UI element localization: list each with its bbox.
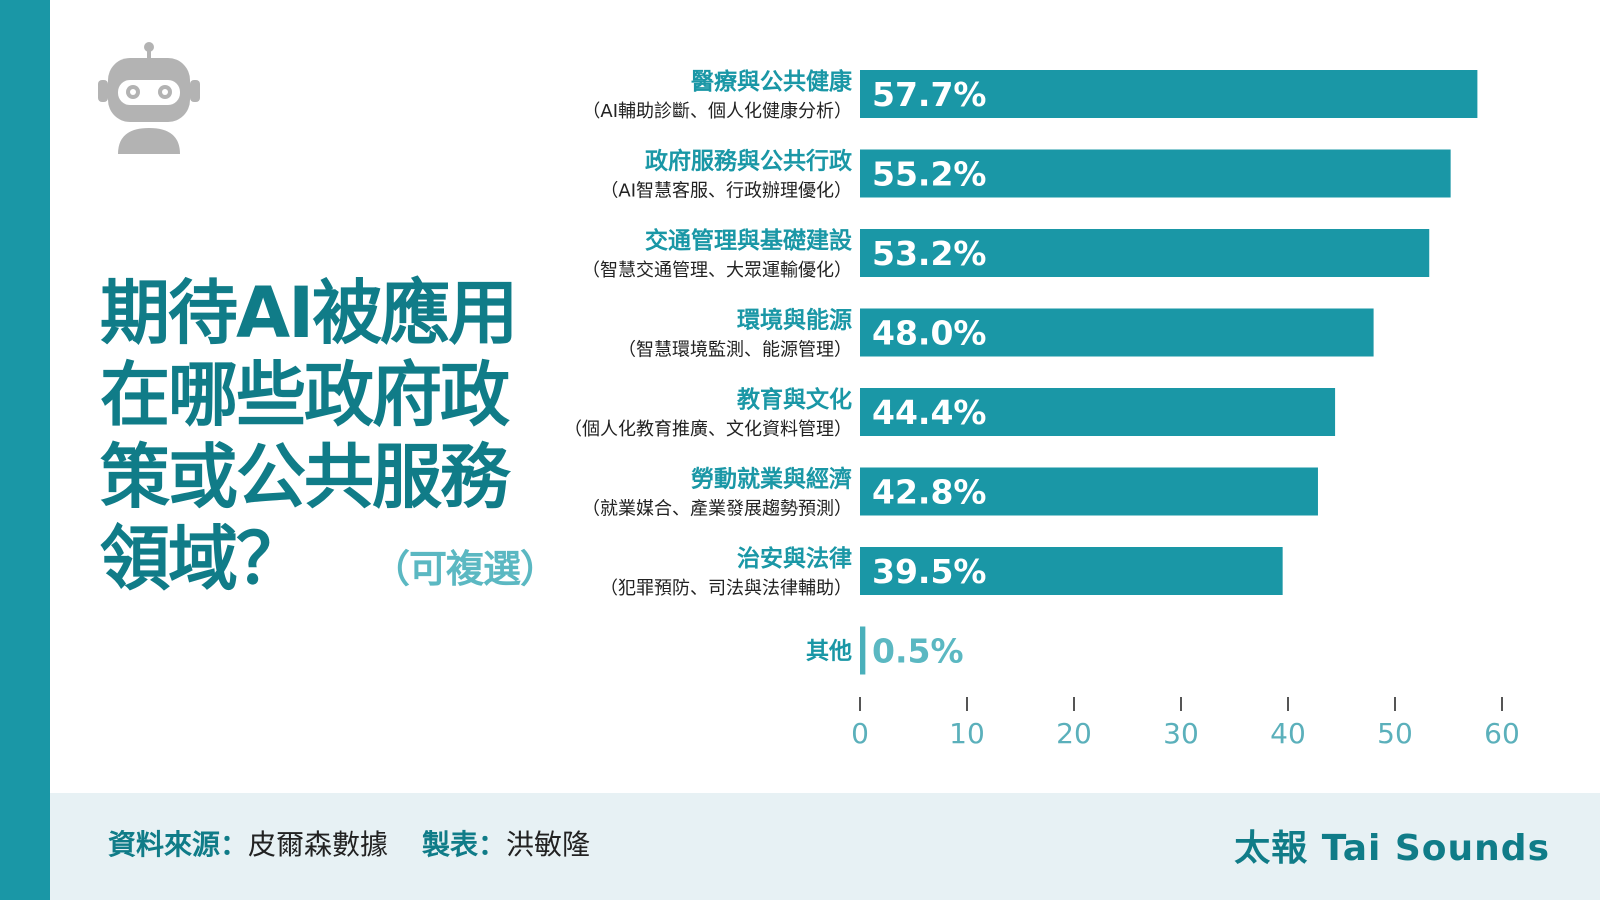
category-label-4: 教育與文化 [737,386,852,413]
category-label-5: 勞動就業與經濟 [691,466,852,493]
bar-6 [860,547,1283,595]
x-tick-label-5: 50 [1377,717,1413,750]
value-label-5: 42.8% [872,473,987,512]
footer: 資料來源：皮爾森數據 製表：洪敏隆 太報 Tai Sounds [50,793,1600,900]
category-label-2: 交通管理與基礎建設 [645,227,853,254]
category-subtitle-4: （個人化教育推廣、文化資料管理） [564,419,852,440]
bar-2 [860,229,1430,277]
x-tick-label-4: 40 [1270,717,1306,750]
x-tick-label-2: 20 [1056,717,1092,750]
category-subtitle-3: （智慧環境監測、能源管理） [618,340,852,361]
maker-value: 洪敏隆 [506,828,591,861]
headline: 期待AI被應用 在哪些政府政 策或公共服務 領域？ [100,272,540,600]
category-label-0: 醫療與公共健康 [691,68,853,95]
category-subtitle-1: （AI智慧客服、行政辦理優化） [600,181,852,202]
source-credit: 資料來源：皮爾森數據 製表：洪敏隆 [108,823,590,863]
left-accent-stripe [0,0,50,900]
value-label-7: 0.5% [872,632,964,671]
category-subtitle-2: （智慧交通管理、大眾運輸優化） [582,260,852,281]
category-subtitle-5: （就業媒合、產業發展趨勢預測） [582,499,852,520]
bar-4 [860,388,1336,436]
category-label-6: 治安與法律 [737,545,852,572]
x-tick-label-6: 60 [1484,717,1520,750]
category-label-7: 其他 [806,639,852,665]
category-subtitle-6: （犯罪預防、司法與法律輔助） [600,578,852,599]
headline-line-4: 領域？ [100,518,306,600]
bar-chart: 57.7% 醫療與公共健康 （AI輔助診斷、個人化健康分析） 55.2% 政府服務與公共… [564,68,1520,750]
category-label-1: 政府服務與公共行政 [645,148,853,175]
robot-icon [98,42,200,154]
brand-logo-text: 太報 Tai Sounds [1234,828,1550,869]
value-label-0: 57.7% [872,75,987,114]
headline-line-2: 在哪些政府政 [100,354,510,436]
bar-5 [860,467,1318,516]
value-label-2: 53.2% [872,234,987,273]
value-label-4: 44.4% [872,393,987,432]
source-value: 皮爾森數據 [248,828,389,861]
value-label-6: 39.5% [872,552,987,591]
bar-0 [860,70,1478,118]
x-tick-label-3: 30 [1163,717,1199,750]
bar-1 [860,149,1451,198]
category-subtitle-0: （AI輔助診斷、個人化健康分析） [582,101,852,122]
maker-label: 製表： [422,828,507,861]
value-label-3: 48.0% [872,314,987,353]
bar-3 [860,308,1374,357]
x-tick-label-1: 10 [949,717,985,750]
headline-line-3: 策或公共服務 [100,436,510,518]
bar-7 [860,626,866,675]
category-label-3: 環境與能源 [737,307,852,334]
x-tick-label-0: 0 [851,717,869,750]
source-label: 資料來源： [108,828,249,861]
headline-line-1: 期待AI被應用 [100,272,518,354]
multi-select-note: （可複選） [372,547,558,591]
value-label-1: 55.2% [872,155,987,194]
